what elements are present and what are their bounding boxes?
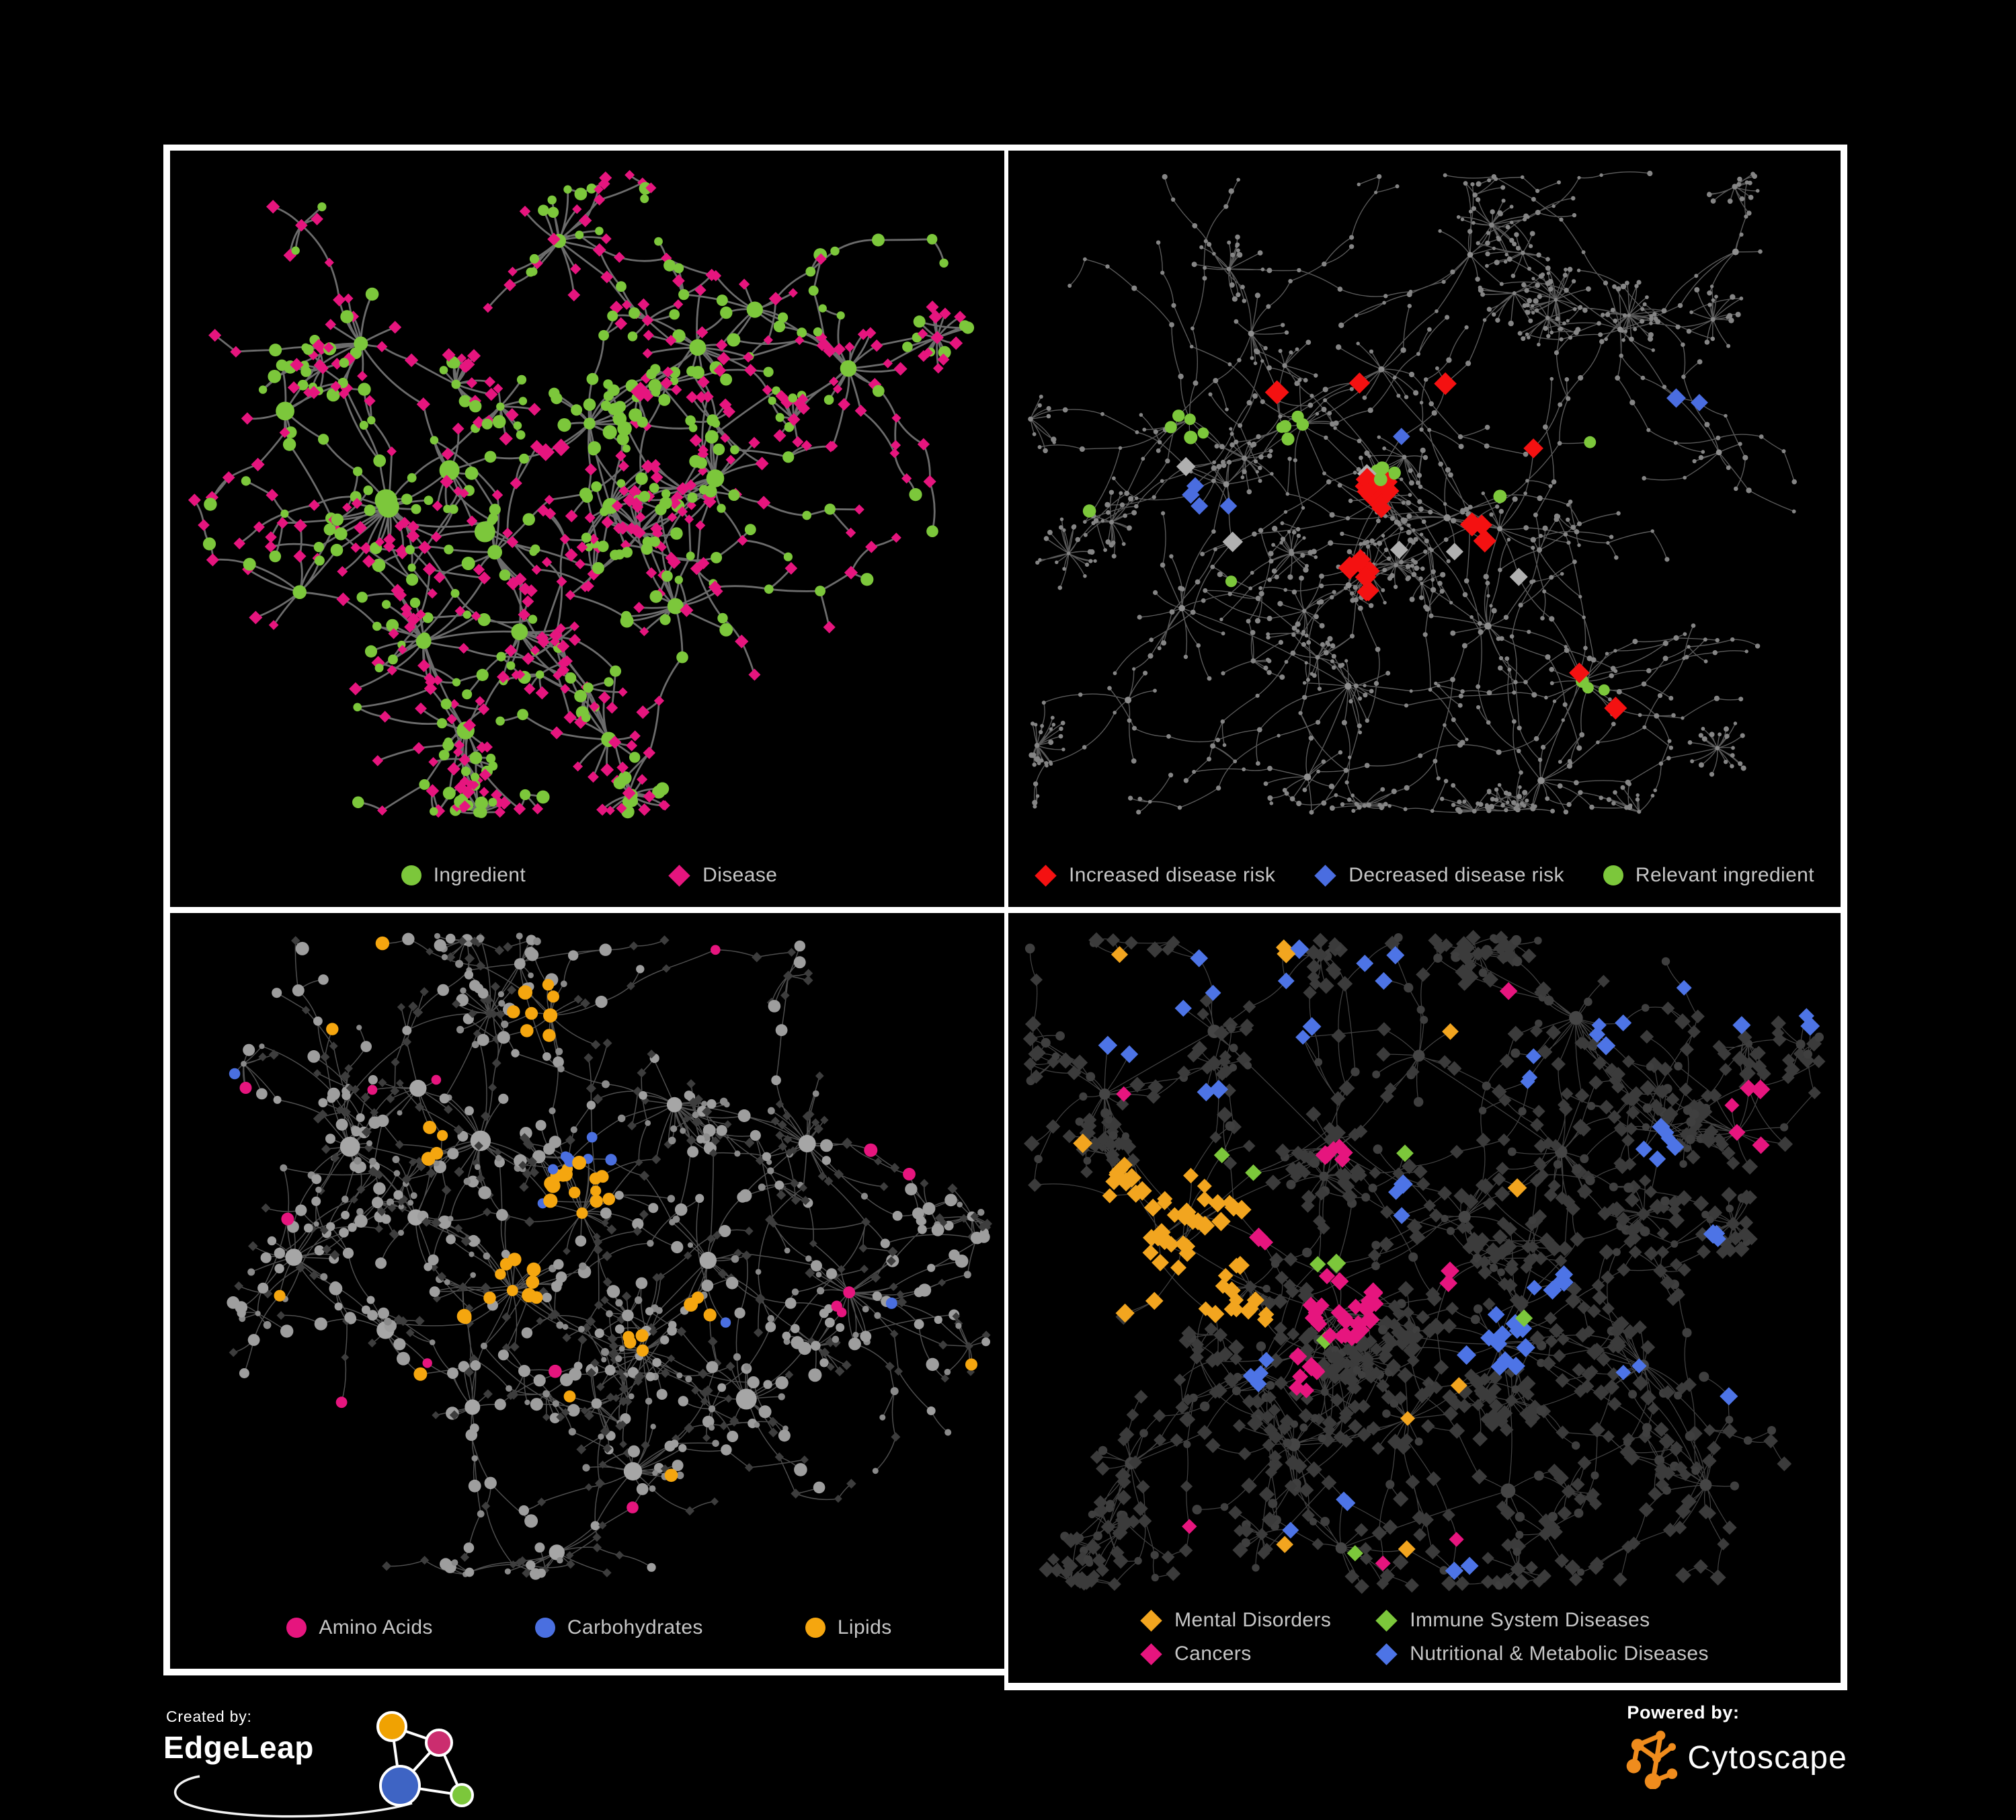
panel-disease-category-network: Mental Disorders Cancers Immune System Dis…: [1004, 907, 1847, 1690]
legend-item-ingredient: Ingredient: [401, 864, 526, 887]
diamond-swatch: [1035, 864, 1057, 887]
cytoscape-logo-icon: [1627, 1731, 1678, 1789]
legend-item-mental-disorders: Mental Disorders: [1140, 1609, 1331, 1632]
panel-ingredient-disease-network: Ingredient Disease: [163, 145, 1012, 913]
legend-label: Lipids: [837, 1616, 892, 1638]
legend-item-relevant-ingredient: Relevant ingredient: [1603, 864, 1814, 887]
circle-swatch: [286, 1618, 307, 1638]
diamond-swatch: [1140, 1609, 1162, 1632]
edgeleap-logo-icon: [173, 1711, 474, 1818]
legend-label: Increased disease risk: [1069, 864, 1276, 886]
created-by-label: Created by:: [166, 1708, 252, 1725]
legend-item-carbohydrates: Carbohydrates: [534, 1616, 703, 1639]
cytoscape-lockup: Cytoscape: [1624, 1726, 1847, 1789]
legend-item-disease: Disease: [668, 864, 777, 887]
legend-disease-categories: Mental Disorders Cancers Immune System Dis…: [1140, 1609, 1709, 1665]
legend-disease-risk: Increased disease risk Decreased disease …: [1008, 864, 1841, 887]
edgeleap-branding: Created by: EdgeLeap: [163, 1701, 479, 1819]
cytoscape-wordmark: Cytoscape: [1687, 1739, 1847, 1776]
legend-ingredient-disease: Ingredient Disease: [170, 864, 1008, 887]
ingredient-disease-network-graph: [188, 169, 975, 819]
legend-item-amino-acids: Amino Acids: [286, 1616, 432, 1639]
legend-label: Immune System Diseases: [1410, 1609, 1650, 1631]
nutrient-class-network-graph: [227, 933, 992, 1580]
circle-swatch: [534, 1618, 555, 1638]
legend-label: Carbohydrates: [567, 1616, 703, 1638]
circle-swatch: [805, 1618, 825, 1638]
legend-label: Cancers: [1174, 1643, 1252, 1665]
diamond-swatch: [1314, 864, 1337, 887]
circle-swatch: [1603, 865, 1623, 885]
legend-label: Relevant ingredient: [1635, 864, 1814, 886]
diamond-swatch: [1140, 1643, 1162, 1665]
legend-label: Decreased disease risk: [1348, 864, 1564, 886]
legend-item-increased-disease-risk: Increased disease risk: [1035, 864, 1275, 887]
panel-disease-risk-network: Increased disease risk Decreased disease …: [1004, 145, 1847, 913]
diamond-swatch: [668, 864, 690, 887]
edgeleap-wordmark: EdgeLeap: [163, 1730, 314, 1765]
legend-label: Mental Disorders: [1174, 1609, 1332, 1631]
legend-item-lipids: Lipids: [805, 1616, 892, 1639]
legend-item-nutritional-metabolic-diseases: Nutritional & Metabolic Diseases: [1375, 1643, 1709, 1665]
panel-nutrient-class-network: Amino Acids Carbohydrates Lipids: [163, 907, 1012, 1675]
legend-label: Nutritional & Metabolic Diseases: [1410, 1643, 1709, 1665]
legend-item-cancers: Cancers: [1140, 1643, 1252, 1665]
legend-nutrient-classes: Amino Acids Carbohydrates Lipids: [170, 1616, 1008, 1639]
circle-swatch: [401, 865, 421, 885]
legend-label: Amino Acids: [319, 1616, 433, 1638]
legend-item-immune-system-diseases: Immune System Diseases: [1375, 1609, 1650, 1632]
legend-label: Disease: [702, 864, 778, 886]
cytoscape-branding: Powered by: Cytoscape: [1624, 1702, 1847, 1789]
legend-label: Ingredient: [433, 864, 526, 886]
disease-category-network-graph: [1022, 930, 1826, 1594]
diamond-swatch: [1375, 1643, 1398, 1665]
diamond-swatch: [1375, 1609, 1398, 1632]
legend-item-decreased-disease-risk: Decreased disease risk: [1314, 864, 1564, 887]
powered-by-label: Powered by:: [1627, 1702, 1740, 1723]
disease-risk-network-graph: [1028, 170, 1797, 815]
